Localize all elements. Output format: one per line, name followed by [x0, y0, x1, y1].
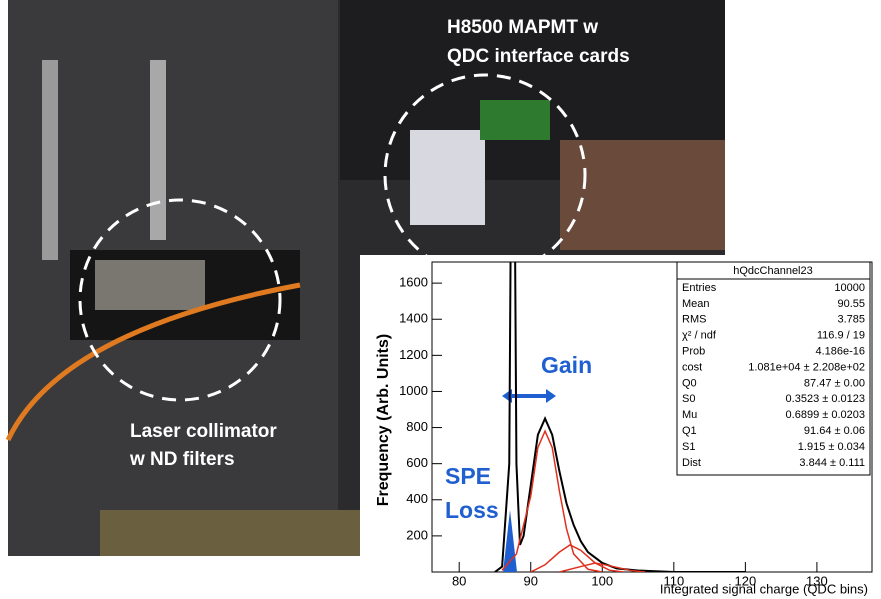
stats-value: 87.47 ± 0.00 [804, 377, 865, 389]
stats-key: Dist [682, 457, 701, 469]
y-tick-label: 1600 [399, 275, 428, 290]
rail [100, 510, 360, 556]
stats-key: Entries [682, 282, 717, 294]
stats-key: Q0 [682, 377, 697, 389]
y-tick-label: 1000 [399, 383, 428, 398]
x-tick-label: 120 [735, 573, 757, 588]
annotation: Loss [445, 497, 499, 523]
y-tick-label: 1400 [399, 311, 428, 326]
stats-key: Q1 [682, 425, 697, 437]
y-axis-label: Frequency (Arb. Units) [375, 334, 392, 506]
rod [42, 60, 58, 260]
annotation: w ND filters [129, 449, 235, 470]
x-axis-label: Integrated signal charge (QDC bins) [660, 581, 868, 596]
stats-title: hQdcChannel23 [733, 265, 813, 277]
y-tick-label: 600 [406, 455, 428, 470]
stats-key: Mu [682, 409, 697, 421]
annotation: Gain [541, 352, 592, 378]
series-line [530, 544, 624, 572]
stats-value: 3.785 [837, 314, 865, 326]
stats-value: 10000 [834, 282, 865, 294]
highlight-circle [78, 198, 282, 402]
stats-key: S1 [682, 441, 695, 453]
collimator-plate [95, 260, 205, 310]
stats-value: 1.081e+04 ± 2.208e+02 [748, 361, 865, 373]
stats-value: 91.64 ± 0.06 [804, 425, 865, 437]
annotation: Laser collimator [130, 421, 277, 442]
y-tick-label: 400 [406, 491, 428, 506]
series-line [501, 429, 603, 572]
board [480, 100, 550, 140]
stats-key: χ² / ndf [682, 330, 717, 342]
stats-value: 0.6899 ± 0.0203 [786, 409, 865, 421]
y-tick-label: 200 [406, 527, 428, 542]
stats-value: 116.9 / 19 [817, 330, 865, 342]
x-tick-label: 130 [806, 573, 828, 588]
stats-value: 90.55 [837, 298, 865, 310]
x-tick-label: 110 [663, 573, 684, 588]
pmt-face [410, 130, 485, 225]
series-line [559, 562, 646, 572]
stats-value: 4.186e-16 [815, 346, 865, 358]
stats-key: S0 [682, 393, 695, 405]
x-tick-label: 100 [591, 573, 613, 588]
arrow-head [546, 389, 556, 403]
y-tick-label: 1200 [399, 347, 428, 362]
x-tick-label: 80 [452, 573, 466, 588]
stats-key: cost [682, 361, 702, 373]
fiber [5, 282, 301, 442]
annotation: SPE [445, 463, 491, 489]
stats-value: 1.915 ± 0.034 [798, 441, 865, 453]
y-tick-label: 800 [406, 419, 428, 434]
stats-key: Mean [682, 298, 710, 310]
highlight-circle [383, 73, 587, 277]
stats-key: Prob [682, 346, 705, 358]
x-tick-label: 90 [523, 573, 537, 588]
annotation: QDC interface cards [447, 46, 630, 67]
rod [150, 60, 166, 240]
stats-key: RMS [682, 314, 706, 326]
stats-value: 3.844 ± 0.111 [799, 457, 865, 469]
stats-box [676, 261, 871, 476]
cables [560, 140, 725, 250]
plot-area [494, 262, 746, 572]
annotation: H8500 MAPMT w [447, 17, 598, 38]
stats-value: 0.3523 ± 0.0123 [786, 393, 865, 405]
